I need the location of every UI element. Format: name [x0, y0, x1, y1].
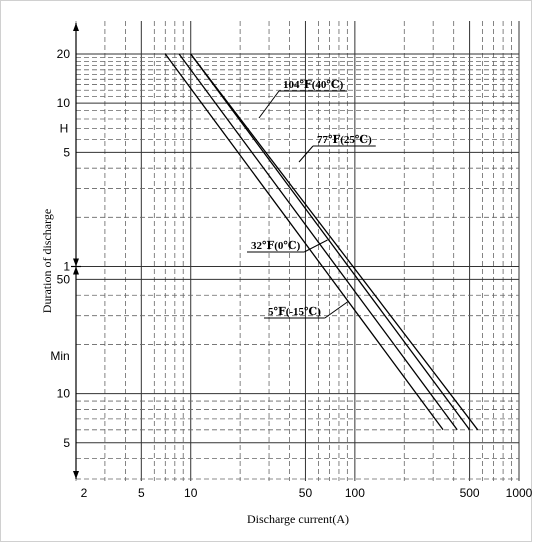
x-tick-label: 1000: [506, 486, 533, 500]
y-tick-label-hours: 20: [57, 47, 71, 61]
curve-label-leader: [298, 145, 314, 163]
series-line: [190, 53, 479, 431]
curve-labels: 104℉(40℃) 77℉(25℃) 32℉(0℃) 5℉(-15℃): [247, 79, 376, 319]
curve-label: 5℉(-15℃): [268, 306, 321, 318]
curve-label: 77℉(25℃): [317, 134, 372, 146]
plot-area-background: [76, 21, 519, 481]
y-unit-hours: H: [60, 121, 69, 135]
y-axis-top-arrow: [73, 23, 79, 31]
series-line: [178, 53, 458, 431]
grid: [75, 21, 520, 481]
y-tick-label-minutes: 5: [63, 436, 70, 450]
y-tick-label-minutes: 10: [57, 387, 71, 401]
x-tick-label: 50: [299, 486, 313, 500]
series-line: [190, 53, 471, 431]
curve-label-leader: [258, 90, 280, 119]
y-axis-title: Duration of discharge: [40, 209, 54, 313]
hours-section-arrow: [73, 258, 79, 267]
y-unit-minutes: Min: [50, 349, 69, 363]
y-tick-label-hours: 1: [63, 260, 70, 274]
series-line: [164, 53, 444, 431]
series-lines: [164, 53, 479, 431]
y-axis-bottom-arrow: [73, 471, 79, 479]
x-tick-label: 2: [81, 486, 88, 500]
x-tick-label: 500: [460, 486, 480, 500]
y-tick-label-hours: 10: [57, 96, 71, 110]
curve-label-leader: [304, 239, 328, 253]
minutes-section-arrow: [73, 266, 79, 275]
x-tick-label: 10: [184, 486, 198, 500]
curve-label: 32℉(0℃): [251, 240, 301, 252]
x-tick-label: 5: [138, 486, 145, 500]
x-tick-label: 100: [345, 486, 365, 500]
x-axis-title: Discharge current(A): [247, 512, 349, 526]
y-tick-label-hours: 5: [63, 145, 70, 159]
curve-label-leader: [324, 301, 348, 319]
y-tick-label-minutes: 50: [57, 272, 71, 286]
curve-label: 104℉(40℃): [283, 79, 344, 91]
